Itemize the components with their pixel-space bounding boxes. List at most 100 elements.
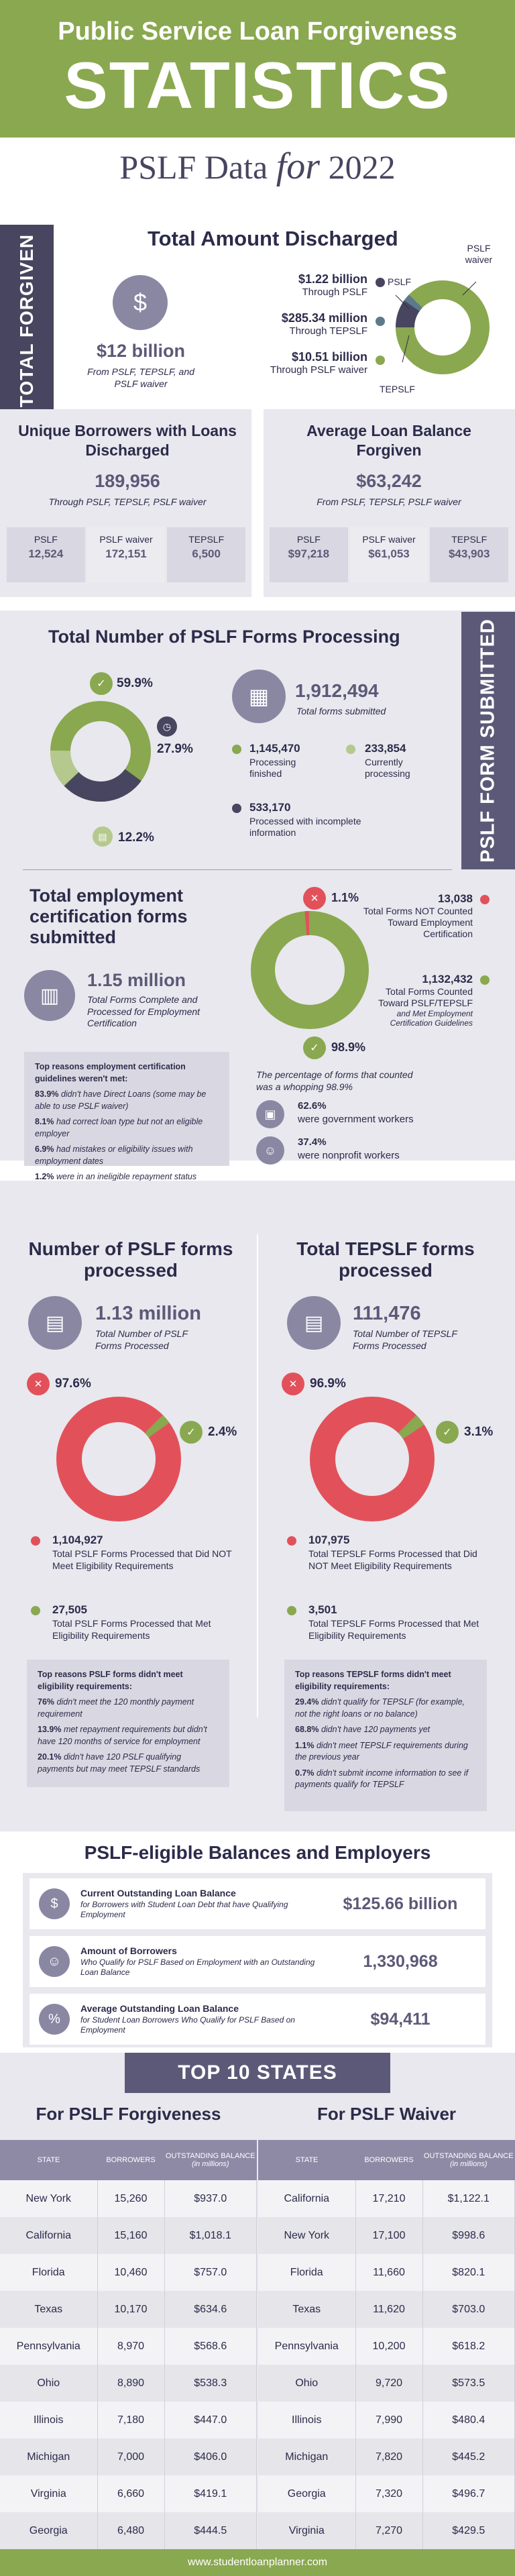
pslf-grn-label: Total PSLF Forms Processed that Met Elig… xyxy=(52,1618,211,1641)
state-balance: $444.5 xyxy=(164,2512,257,2549)
tepslf-pct-red: 96.9% xyxy=(310,1377,346,1391)
ecf-donut xyxy=(251,911,369,1029)
ecf-total: 1.15 million xyxy=(87,970,186,990)
ecf-gov-pct: 62.6% xyxy=(298,1100,327,1112)
state-name: Illinois xyxy=(0,2402,98,2438)
state-borrowers: 10,460 xyxy=(97,2254,165,2291)
state-row: Texas 10,170 $634.6 xyxy=(0,2291,257,2328)
state-balance: $406.0 xyxy=(164,2438,257,2475)
state-borrowers: 15,260 xyxy=(97,2180,165,2217)
state-name: New York xyxy=(258,2217,356,2254)
ecf-note-2: 8.1% had correct loan type but not an el… xyxy=(35,1117,203,1138)
pslf-red-value: 1,104,927 xyxy=(52,1534,103,1546)
ecf-no-block: 13,038 Total Forms NOT Counted Toward Em… xyxy=(363,892,473,939)
tepslf-grn-value: 3,501 xyxy=(308,1603,337,1616)
state-borrowers: 10,200 xyxy=(355,2328,423,2365)
state-borrowers: 7,000 xyxy=(97,2438,165,2475)
avg-col-tepslf: TEPSLF $43,903 xyxy=(430,527,509,582)
state-name: Pennsylvania xyxy=(0,2328,98,2365)
discharged-item-waiver: $10.51 billion Through PSLF waiver xyxy=(270,350,367,376)
pslf-grn-value: 27,505 xyxy=(52,1603,87,1616)
donut-label-waiver: PSLF waiver xyxy=(465,243,493,265)
legend-dot-pslf xyxy=(376,278,385,287)
document-icon: ▤ xyxy=(93,826,113,847)
state-row: California 15,160 $1,018.1 xyxy=(0,2217,257,2254)
tepslf-grn-label: Total TEPSLF Forms Processed that Met El… xyxy=(308,1618,479,1641)
state-name: Texas xyxy=(258,2291,356,2328)
building-icon: ▣ xyxy=(256,1100,284,1128)
thumbs-up-icon: ✓ xyxy=(180,1421,203,1444)
balance-row-3: % Average Outstanding Loan Balance for St… xyxy=(30,1994,485,2045)
state-name: New York xyxy=(0,2180,98,2217)
header-title-big: STATISTICS xyxy=(64,48,451,122)
state-balance: $480.4 xyxy=(422,2402,515,2438)
state-borrowers: 6,480 xyxy=(97,2512,165,2549)
footer-url[interactable]: www.studentloanplanner.com xyxy=(187,2557,328,2568)
borrowers-col-tepslf: TEPSLF 6,500 xyxy=(167,527,246,582)
tepslf-note-2: 68.8% didn't have 120 payments yet xyxy=(295,1725,431,1734)
ecf-split-title: The percentage of forms that counted was… xyxy=(256,1069,413,1092)
state-name: Michigan xyxy=(258,2438,356,2475)
pslf-note-3: 20.1% didn't have 120 PSLF qualifying pa… xyxy=(38,1752,201,1774)
dot-incomplete xyxy=(232,804,241,813)
avg-col-waiver: PSLF waiver $61,053 xyxy=(349,527,428,582)
dot-pslf-grn xyxy=(31,1606,40,1615)
borrowers-breakdown: PSLF 12,524 PSLF waiver 172,151 TEPSLF 6,50… xyxy=(7,527,246,582)
tepslf-proc-notes: Top reasons TEPSLF forms didn't meet eli… xyxy=(284,1660,487,1811)
forms-pct-2: 27.9% xyxy=(157,742,193,756)
state-balance: $447.0 xyxy=(164,2402,257,2438)
state-balance: $568.6 xyxy=(164,2328,257,2365)
tepslf-note-4: 0.7% didn't submit income information to… xyxy=(295,1768,469,1790)
pslf-proc-donut xyxy=(56,1397,181,1521)
states-banner: TOP 10 STATES xyxy=(125,2053,390,2093)
pslf-note-1: 76% didn't meet the 120 monthly payment … xyxy=(38,1697,194,1719)
state-name: Virginia xyxy=(0,2475,98,2512)
state-balance: $1,018.1 xyxy=(164,2217,257,2254)
state-name: Virginia xyxy=(258,2512,356,2549)
state-name: Florida xyxy=(0,2254,98,2291)
ecf-np-label: were nonprofit workers xyxy=(298,1150,400,1161)
dot-pslf-red xyxy=(31,1536,40,1546)
state-name: California xyxy=(258,2180,356,2217)
state-row: Michigan 7,000 $406.0 xyxy=(0,2438,257,2475)
dot-finished xyxy=(232,745,241,754)
header-sub-a: PSLF Data xyxy=(119,148,268,186)
state-name: Texas xyxy=(0,2291,98,2328)
state-name: Ohio xyxy=(0,2365,98,2402)
state-row: California 17,210 $1,122.1 xyxy=(258,2180,515,2217)
dot-tepslf-grn xyxy=(287,1606,296,1615)
thumbs-up-icon: ✓ xyxy=(303,1036,326,1059)
thumbs-up-icon: ✓ xyxy=(436,1421,459,1444)
state-row: Florida 10,460 $757.0 xyxy=(0,2254,257,2291)
forms-finished-label: Processing finished xyxy=(249,757,296,779)
state-name: Ohio xyxy=(258,2365,356,2402)
balance-row-2: ☺ Amount of Borrowers Who Qualify for PSL… xyxy=(30,1936,485,1987)
thumbs-up-icon: ✓ xyxy=(90,672,113,695)
money-hand-icon: $ xyxy=(113,275,168,330)
state-balance: $445.2 xyxy=(422,2438,515,2475)
certificate-icon: ▥ xyxy=(24,970,75,1021)
state-borrowers: 7,990 xyxy=(355,2402,423,2438)
state-row: Ohio 8,890 $538.3 xyxy=(0,2365,257,2402)
divider xyxy=(23,869,452,870)
state-borrowers: 11,620 xyxy=(355,2291,423,2328)
borrowers-title: Unique Borrowers with Loans Discharged xyxy=(18,422,237,459)
dot-not-counted xyxy=(480,895,490,904)
loan-doc-icon: $ xyxy=(39,1888,70,1919)
state-balance: $757.0 xyxy=(164,2254,257,2291)
legend-dot-waiver xyxy=(376,356,385,365)
state-borrowers: 17,100 xyxy=(355,2217,423,2254)
borrowers-col-pslf: PSLF 12,524 xyxy=(7,527,85,582)
states-title-left: For PSLF Forgiveness xyxy=(36,2104,221,2124)
state-name: Georgia xyxy=(258,2475,356,2512)
footer-bar xyxy=(0,2549,515,2576)
state-balance: $496.7 xyxy=(422,2475,515,2512)
avg-breakdown: PSLF $97,218 PSLF waiver $61,053 TEPSLF $43… xyxy=(270,527,509,582)
state-borrowers: 15,160 xyxy=(97,2217,165,2254)
pslf-red-label: Total PSLF Forms Processed that Did NOT … xyxy=(52,1548,232,1571)
forms-side-tab xyxy=(461,612,515,869)
forms-pct-1: 59.9% xyxy=(117,676,153,690)
discharged-item-tepslf: $285.34 million Through TEPSLF xyxy=(281,311,367,337)
state-borrowers: 10,170 xyxy=(97,2291,165,2328)
state-row: Pennsylvania 8,970 $568.6 xyxy=(0,2328,257,2365)
